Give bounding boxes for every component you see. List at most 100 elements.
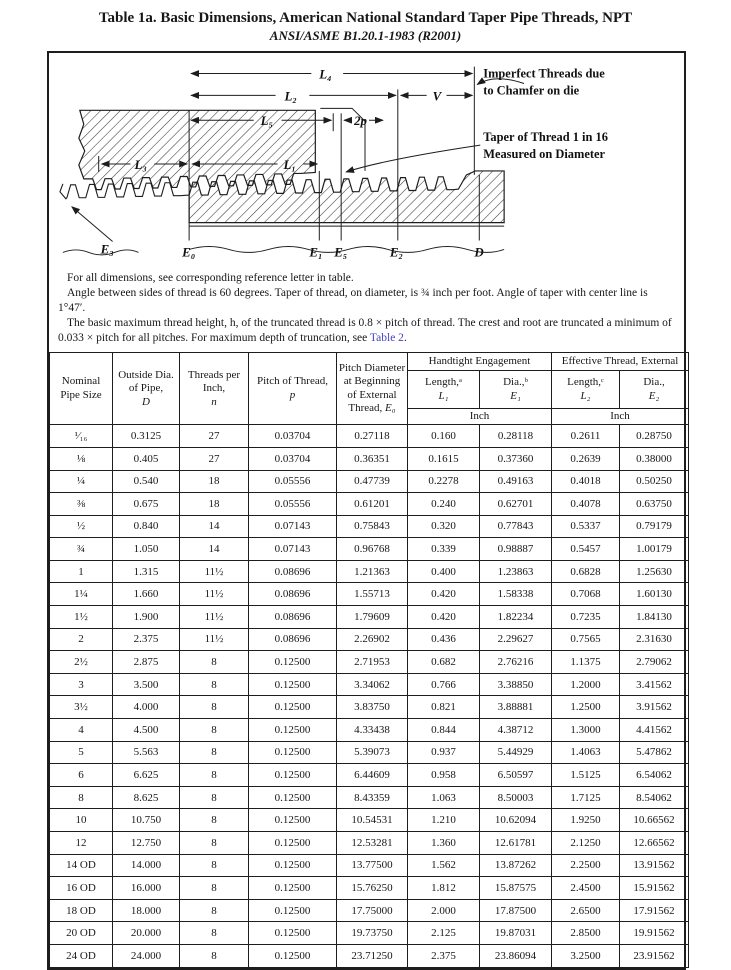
cell: 0.2611 <box>551 424 621 448</box>
cell: 4.33438 <box>336 718 408 742</box>
cell: 3.2500 <box>551 943 621 968</box>
cell: 0.12500 <box>248 650 337 674</box>
ref-label-e5: E₅ <box>333 244 347 259</box>
cell: 2.1250 <box>551 831 621 855</box>
cell: 1.2000 <box>551 672 621 697</box>
cell: 8 <box>179 876 249 900</box>
cell: 1.315 <box>112 559 180 584</box>
cell: 1.4063 <box>551 740 621 765</box>
cell: 20.000 <box>112 921 180 945</box>
cell: 10.750 <box>112 808 180 832</box>
cell: 1.55713 <box>336 582 408 607</box>
cell: 5.47862 <box>619 740 690 765</box>
content-frame: L₄ L₂ V L₅ 2p L₃ L₁ E₃ E₀ E₁ E₅ E₂ D Imp… <box>47 51 690 970</box>
cell: 0.400 <box>407 559 480 584</box>
cell: 1 <box>49 559 113 584</box>
cell: 1.210 <box>407 808 480 832</box>
cell: 1.82234 <box>478 605 553 629</box>
cell: 0.03704 <box>248 424 337 448</box>
cell: 0.96768 <box>336 537 408 561</box>
note-3: The basic maximum thread height, h, of t… <box>58 316 675 346</box>
cell: 4.41562 <box>619 718 690 742</box>
table-row: 16 OD 16.000 8 0.12500 15.76250 1.812 15.87575… <box>49 876 690 900</box>
cell: 17.91562 <box>619 898 690 923</box>
cell: 0.5337 <box>551 514 621 539</box>
table-row: 2 2.375 11½ 0.08696 2.26902 0.436 2.29627 0.756… <box>49 627 690 652</box>
cell: 0.937 <box>407 740 480 765</box>
cell: 20 OD <box>49 921 113 945</box>
cell: 3.500 <box>112 672 180 697</box>
cell: 15.87575 <box>478 876 553 900</box>
cell: 1¼ <box>49 582 113 607</box>
cell: 18 <box>179 469 249 494</box>
cell: 11½ <box>179 627 249 652</box>
cell: 1.79609 <box>336 605 408 629</box>
cell: 1.1375 <box>551 650 621 674</box>
cell: 0.320 <box>407 514 480 539</box>
dim-label-l3: L₃ <box>133 157 146 172</box>
unit-header-handtight: Inch <box>406 408 553 426</box>
cell: 0.840 <box>112 514 180 539</box>
cell: 0.7565 <box>551 627 621 652</box>
cell: 1.5125 <box>551 763 621 787</box>
table-row: 2½ 2.875 8 0.12500 2.71953 0.682 2.76216 1.1375… <box>49 650 690 674</box>
col-header-threads-per-inch: Threads per Inch, n <box>179 352 249 426</box>
cell: 0.36351 <box>336 446 408 471</box>
dim-label-l2: L₂ <box>284 88 297 103</box>
cell: 0.08696 <box>248 559 337 584</box>
table-row: 1¼ 1.660 11½ 0.08696 1.55713 0.420 1.58338 0.70… <box>49 582 690 607</box>
cell: 11½ <box>179 559 249 584</box>
cell: 3½ <box>49 695 113 720</box>
cell: 2.375 <box>407 943 480 968</box>
cell: 0.07143 <box>248 537 337 561</box>
cell: 10 <box>49 808 113 832</box>
cell: 27 <box>179 424 249 448</box>
leader-taper <box>345 144 481 173</box>
cell: 2.4500 <box>551 876 621 900</box>
cell: 2.125 <box>407 921 480 945</box>
table2-link[interactable]: Table 2 <box>369 332 404 345</box>
cell: 8 <box>49 785 113 810</box>
cell: 6.54062 <box>619 763 690 787</box>
cell: 1.23863 <box>478 559 553 584</box>
dim-label-l4: L₄ <box>318 67 331 82</box>
cell: 1.84130 <box>619 605 690 629</box>
cell: ⅜ <box>49 492 113 516</box>
cell: 8.43359 <box>336 785 408 810</box>
cell: 0.675 <box>112 492 180 516</box>
cell: 0.682 <box>407 650 480 674</box>
cell: 2.29627 <box>478 627 553 652</box>
cell: 0.12500 <box>248 695 337 720</box>
cell: 0.12500 <box>248 740 337 765</box>
cell: 11½ <box>179 582 249 607</box>
col-header-pitch-dia: Pitch Diameter at Beginning of External … <box>336 352 408 426</box>
cell: 0.339 <box>407 537 480 561</box>
cell: 0.7235 <box>551 605 621 629</box>
dim-label-2p: 2p <box>353 113 367 128</box>
cell: 1.2500 <box>551 695 621 720</box>
annotation-imperfect-line1: Imperfect Threads due <box>483 67 605 81</box>
cell: 12 <box>49 831 113 855</box>
cell: 0.5457 <box>551 537 621 561</box>
dim-label-l5: L₅ <box>260 113 273 128</box>
table-row: 1½ 1.900 11½ 0.08696 1.79609 0.420 1.82234 0.72… <box>49 605 690 629</box>
table-row: 6 6.625 8 0.12500 6.44609 0.958 6.50597 1.5125 6… <box>49 763 690 787</box>
cell: 0.07143 <box>248 514 337 539</box>
table-row: 24 OD 24.000 8 0.12500 23.71250 2.375 23.86094… <box>49 943 690 968</box>
cell: ⅛ <box>49 446 113 471</box>
cell: 1.360 <box>407 831 480 855</box>
cell: 0.47739 <box>336 469 408 494</box>
cell: 2.76216 <box>478 650 553 674</box>
cell: 10.62094 <box>478 808 553 832</box>
table-row: 4 4.500 8 0.12500 4.33438 0.844 4.38712 1.3000 4… <box>49 718 690 742</box>
cell: 0.79179 <box>619 514 690 539</box>
cell: 8 <box>179 831 249 855</box>
cell: 23.86094 <box>478 943 553 968</box>
cell: 2.79062 <box>619 650 690 674</box>
table-header: Nominal Pipe Size Outside Dia. of Pipe, D… <box>49 352 690 426</box>
cell: 2.6500 <box>551 898 621 923</box>
dim-label-l1: L₁ <box>283 157 296 172</box>
cell: 0.62701 <box>478 492 553 516</box>
cell: 18.000 <box>112 898 180 923</box>
cell: 3 <box>49 672 113 697</box>
